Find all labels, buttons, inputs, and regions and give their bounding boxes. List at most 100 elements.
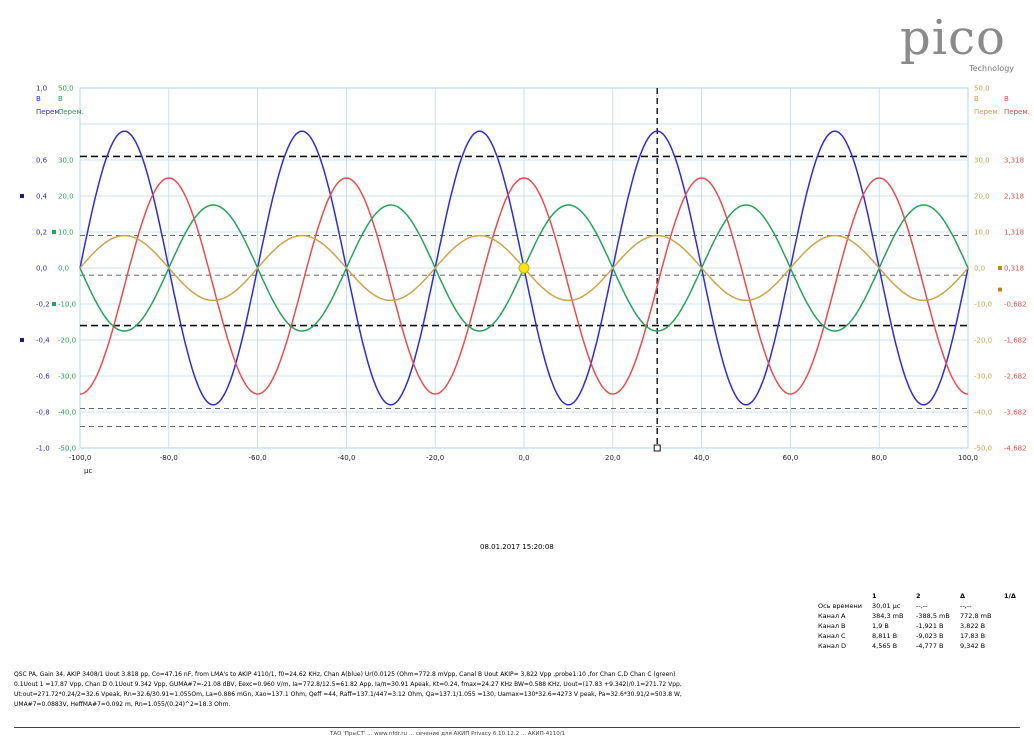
waveform-traces	[79, 130, 969, 406]
axis-b-tick: 20,0	[58, 193, 74, 201]
table-header-cell: 1	[872, 592, 877, 600]
table-row: Канал B 1,9 B -1,921 B 3,822 B	[818, 621, 1034, 631]
axis-a-tick: -0,6	[36, 373, 50, 381]
axis-b-tick: -20,0	[58, 337, 76, 345]
axis-a-tick: -0,4	[36, 337, 50, 345]
waveform-channel-B	[79, 177, 969, 395]
channel-marker	[52, 302, 56, 306]
axis-c-tick: -40,0	[974, 409, 992, 417]
cell-delta: 17,83 B	[960, 632, 986, 640]
axis-d-label: B	[1004, 95, 1009, 103]
axis-d-tick: -4,682	[1004, 445, 1027, 453]
table-row: Ось времени 30,01 μc --,-- --,--	[818, 601, 1034, 611]
x-axis-tick: -80,0	[160, 454, 178, 462]
cell-delta: 3,822 B	[960, 622, 986, 630]
axis-labels: 1,0 0,6 0,4 0,2 0,0 -0,2 -0,4 -0,6 -0,8 -1,0 B Пере…	[20, 85, 1030, 475]
channel-marker	[998, 287, 1002, 292]
axis-d-label: Перем.	[1004, 108, 1030, 116]
cell-2: -388,5 mB	[916, 612, 950, 620]
x-axis-tick: 40,0	[694, 454, 710, 462]
capture-timestamp: 08.01.2017 15:20:08	[480, 543, 554, 551]
axis-d-tick: 0,318	[1004, 265, 1024, 273]
row-label: Ось времени	[818, 602, 862, 610]
pico-logo: pico Technology	[900, 10, 1020, 80]
axis-a-tick: -0,8	[36, 409, 50, 417]
axis-d-tick: -0,682	[1004, 301, 1027, 309]
oscilloscope-chart: 1,0 0,6 0,4 0,2 0,0 -0,2 -0,4 -0,6 -0,8 -1,0 B Пере…	[20, 85, 1030, 475]
channel-marker	[52, 230, 56, 234]
x-axis-tick: 80,0	[871, 454, 887, 462]
axis-d-tick: -2,682	[1004, 373, 1027, 381]
axis-b-tick: -50,0	[58, 445, 76, 453]
axis-d-tick: 1,318	[1004, 229, 1024, 237]
axis-c-tick: -50,0	[974, 445, 992, 453]
cursor-lines	[80, 88, 968, 452]
footer-text: ТАО 'ПрыСТ' ... www.nfdr.ru ... сечение …	[330, 731, 566, 737]
axis-a-label: B	[36, 95, 41, 103]
x-axis-tick: 20,0	[605, 454, 621, 462]
notes-line: 0.1Uout 1 =17.87 Vpp, Chan D 0.1Uout 9.3…	[14, 681, 682, 688]
notes-line: Ut:out=271.72*0.24/2=32.6 Vpeak, Rn=32.6…	[14, 691, 682, 698]
x-axis-tick: -60,0	[249, 454, 267, 462]
pico-logo-word: pico	[900, 10, 1006, 66]
footer-divider	[14, 727, 1020, 728]
measurement-table: 1 2 Δ 1/Δ Ось времени 30,01 μc --,-- --,…	[818, 591, 1034, 651]
cell-1: 1,9 B	[872, 622, 889, 630]
axis-a-tick: 0,4	[36, 193, 48, 201]
axis-b-tick: 10,0	[58, 229, 74, 237]
axis-a-tick: -1,0	[36, 445, 50, 453]
cell-1: 4,565 B	[872, 642, 898, 650]
x-axis-tick: 0,0	[518, 454, 529, 462]
row-label: Канал C	[818, 632, 846, 640]
x-axis-tick: 60,0	[783, 454, 799, 462]
trigger-marker	[518, 262, 530, 274]
channel-marker	[20, 194, 24, 198]
axis-c-tick: 50,0	[974, 85, 990, 93]
cell-2: -9,023 B	[916, 632, 944, 640]
cell-2: --,--	[916, 602, 928, 610]
table-header-row: 1 2 Δ 1/Δ	[818, 591, 1034, 601]
x-axis-tick: -40,0	[337, 454, 355, 462]
x-axis-tick: 100,0	[958, 454, 978, 462]
axis-b-tick: 30,0	[58, 157, 74, 165]
channel-marker	[20, 338, 24, 342]
axis-b-tick: -40,0	[58, 409, 76, 417]
table-row: Канал C 8,811 B -9,023 B 17,83 B	[818, 631, 1034, 641]
row-label: Канал B	[818, 622, 846, 630]
cell-delta: 772,8 mB	[960, 612, 992, 620]
table-header-cell: 2	[916, 592, 921, 600]
notes-line: UMA#7=0.0883V, HeffMA#7=0.092 m, Rn=1.05…	[14, 701, 231, 708]
cell-1: 30,01 μc	[872, 602, 901, 610]
notes-line: QSC PA, Gain 34, AKIP 3408/1 Uout 3.818 …	[14, 671, 676, 678]
channel-marker	[998, 266, 1002, 270]
table-row: Канал A 384,3 mB -388,5 mB 772,8 mB	[818, 611, 1034, 621]
cell-1: 384,3 mB	[872, 612, 904, 620]
page-footer: ТАО 'ПрыСТ' ... www.nfdr.ru ... сечение …	[0, 727, 1034, 740]
table-row: Канал D 4,565 B -4,777 B 9,342 B	[818, 641, 1034, 651]
table-header-cell: 1/Δ	[1004, 592, 1016, 600]
x-axis-unit: μc	[84, 467, 92, 475]
axis-a-tick: -0,2	[36, 301, 50, 309]
cell-2: -4,777 B	[916, 642, 944, 650]
axis-b-label: Перем.	[58, 108, 84, 116]
axis-a-label: Перем.	[36, 108, 62, 116]
cursor-handle	[653, 444, 661, 452]
axis-c-tick: 0,0	[974, 265, 985, 273]
cell-delta: --,--	[960, 602, 972, 610]
axis-c-tick: -10,0	[974, 301, 992, 309]
axis-d-tick: -3,682	[1004, 409, 1027, 417]
axis-a-tick: 0,2	[36, 229, 47, 237]
axis-d-tick: 2,318	[1004, 193, 1024, 201]
measurement-notes: QSC PA, Gain 34, AKIP 3408/1 Uout 3.818 …	[14, 670, 1019, 710]
axis-c-label: B	[974, 95, 979, 103]
axis-c-tick: 10,0	[974, 229, 990, 237]
axis-b-label: B	[58, 95, 63, 103]
cell-delta: 9,342 B	[960, 642, 986, 650]
row-label: Канал D	[818, 642, 847, 650]
axis-c-label: Перем.	[974, 108, 1000, 116]
x-axis-tick: -100,0	[69, 454, 92, 462]
table-header-cell	[818, 591, 872, 601]
pico-logo-subtitle: Technology	[969, 64, 1014, 73]
table-header-cell: Δ	[960, 592, 966, 600]
axis-c-tick: -20,0	[974, 337, 992, 345]
